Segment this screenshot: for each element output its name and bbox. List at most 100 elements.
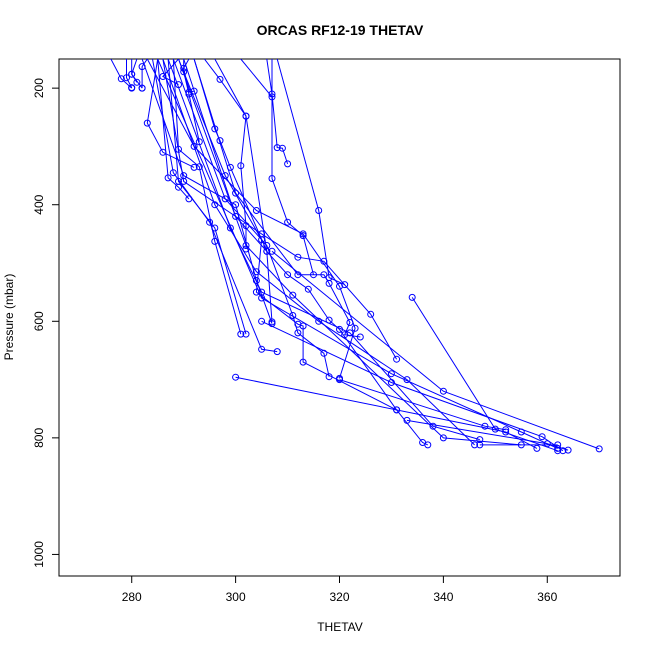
data-point: [175, 177, 182, 185]
x-tick-label: 360: [537, 590, 557, 604]
data-point: [481, 422, 489, 430]
data-point: [289, 291, 297, 299]
data-point: [278, 144, 286, 152]
data-point: [237, 330, 245, 338]
y-axis: 200 400 600 800 1000: [32, 78, 59, 568]
data-point: [242, 112, 250, 120]
data-point: [232, 189, 240, 197]
data-point: [258, 317, 266, 325]
data-point: [169, 169, 177, 177]
data-point: [284, 160, 292, 168]
series-line: [141, 59, 148, 89]
data-point: [242, 330, 250, 338]
data-point: [315, 207, 323, 214]
data-point: [138, 84, 146, 92]
x-axis-label: THETAV: [317, 620, 363, 634]
data-point: [190, 163, 198, 171]
data-point: [252, 277, 260, 284]
series-line: [240, 59, 273, 98]
data-point: [336, 376, 343, 384]
data-point: [128, 84, 136, 92]
series-line: [193, 59, 361, 338]
data-point: [128, 70, 136, 78]
x-tick-label: 320: [329, 590, 349, 604]
data-point: [211, 201, 219, 209]
x-axis: 280 300 320 340 360: [122, 576, 558, 604]
data-point: [232, 373, 240, 381]
series-line: [276, 59, 345, 286]
y-tick-label: 800: [32, 428, 46, 448]
plot-frame: [58, 58, 621, 577]
data-point: [133, 78, 141, 86]
data-point: [195, 163, 203, 171]
data-point: [439, 387, 447, 395]
series-line: [172, 59, 242, 335]
data-point: [294, 329, 302, 337]
series-line: [172, 59, 330, 377]
data-point: [554, 441, 562, 449]
data-point: [336, 282, 343, 290]
series-line: [261, 320, 564, 452]
data-point: [284, 218, 292, 226]
data-point: [268, 175, 276, 182]
series-line: [339, 379, 506, 431]
data-point: [393, 406, 401, 414]
data-point: [304, 285, 312, 293]
data-point: [216, 75, 224, 83]
data-point: [476, 441, 484, 449]
series-line: [183, 59, 429, 446]
data-point: [232, 201, 240, 209]
data-point: [268, 247, 276, 255]
data-point: [221, 195, 229, 203]
series-line: [271, 59, 314, 275]
data-point: [258, 294, 266, 302]
data-point: [143, 119, 151, 127]
data-point: [232, 212, 240, 220]
series-line: [162, 59, 398, 360]
data-point: [408, 293, 416, 301]
data-point: [252, 268, 260, 276]
data-point: [325, 279, 333, 287]
x-tick-label: 340: [433, 590, 453, 604]
data-point: [123, 74, 130, 82]
data-point: [564, 446, 572, 454]
series-line: [235, 376, 538, 449]
series-line: [266, 59, 289, 165]
series-line: [214, 59, 268, 252]
data-point: [476, 436, 484, 444]
data-point: [284, 271, 292, 279]
data-point: [346, 329, 354, 337]
series-line: [157, 59, 558, 449]
data-point: [237, 162, 245, 170]
data-point: [471, 441, 479, 449]
data-point: [299, 322, 307, 330]
data-point: [325, 373, 333, 381]
data-point: [439, 434, 447, 442]
data-point: [263, 242, 271, 249]
data-point: [387, 370, 395, 378]
series-line: [146, 59, 195, 168]
data-point: [299, 358, 307, 366]
data-point: [180, 177, 188, 185]
data-point: [502, 426, 510, 434]
chart-title: ORCAS RF12-19 THETAV: [257, 22, 424, 38]
series-line: [178, 59, 522, 446]
series-line: [204, 59, 247, 249]
data-point: [424, 441, 432, 449]
data-point: [502, 428, 510, 436]
data-point: [258, 345, 266, 353]
y-axis-label: Pressure (mbar): [2, 274, 16, 361]
data-point: [393, 355, 401, 363]
data-point: [258, 236, 266, 244]
data-point: [252, 207, 260, 214]
data-point: [164, 174, 172, 182]
data-point: [429, 422, 437, 430]
data-point: [367, 310, 375, 318]
plot-area: [110, 59, 603, 455]
data-point: [289, 312, 297, 319]
series-line: [167, 59, 480, 441]
data-point: [242, 242, 250, 249]
x-tick-label: 280: [122, 590, 142, 604]
data-point: [346, 319, 354, 326]
